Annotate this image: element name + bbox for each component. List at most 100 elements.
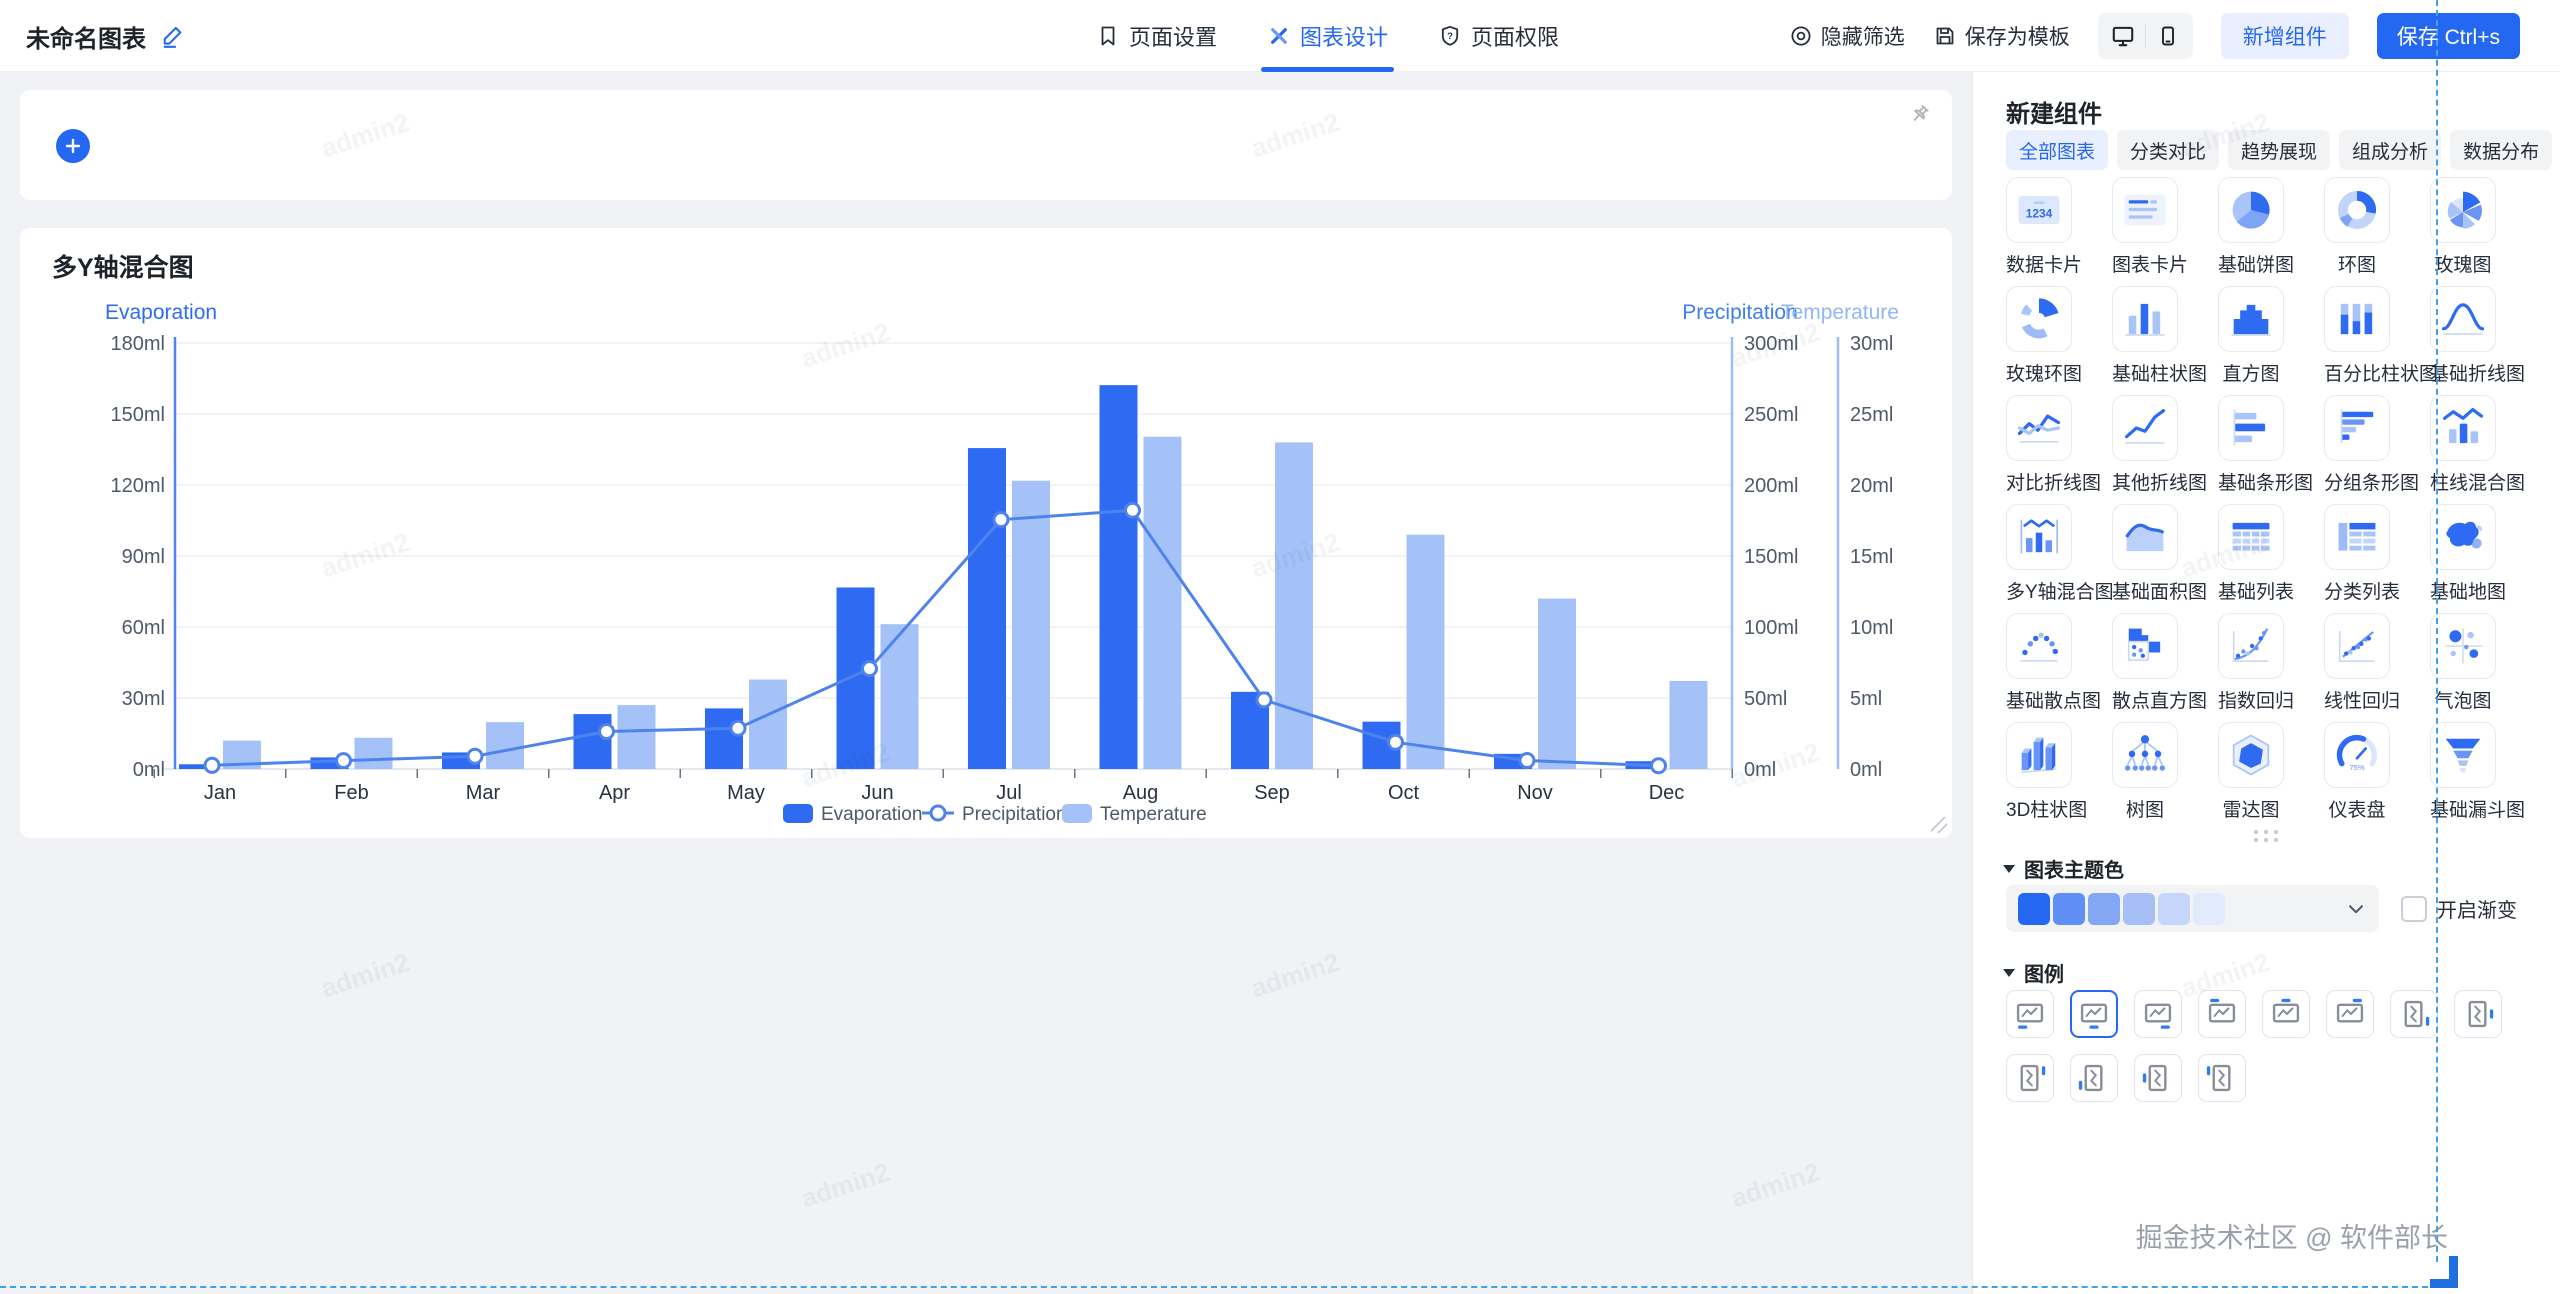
component-label: 基础面积图 bbox=[2112, 582, 2208, 603]
component-exp-regression[interactable]: 指数回归 bbox=[2218, 613, 2294, 713]
component-label: 气泡图 bbox=[2434, 691, 2492, 712]
component-data-card[interactable]: 1234 数据卡片 bbox=[2006, 177, 2082, 277]
component-gauge[interactable]: 75% 仪表盘 bbox=[2324, 722, 2390, 822]
component-scatter[interactable]: 基础散点图 bbox=[2006, 613, 2101, 713]
legend-right-top[interactable] bbox=[2006, 1054, 2054, 1102]
mobile-view-button[interactable] bbox=[2146, 16, 2190, 56]
component-bar[interactable]: 基础柱状图 bbox=[2112, 286, 2207, 386]
component-label: 百分比柱状图 bbox=[2324, 364, 2439, 385]
pin-icon[interactable] bbox=[1908, 102, 1932, 131]
design-icon bbox=[1267, 24, 1291, 48]
component-label: 雷达图 bbox=[2222, 800, 2280, 821]
divider bbox=[2144, 24, 2146, 48]
percent-bar-icon bbox=[2340, 303, 2373, 335]
hide-filter-button[interactable]: 隐藏筛选 bbox=[1789, 21, 1905, 51]
theme-color-swatch-4 bbox=[2158, 892, 2190, 925]
component-radar[interactable]: 雷达图 bbox=[2218, 722, 2284, 822]
component-table-category[interactable]: 分类列表 bbox=[2324, 504, 2400, 604]
legend-left-center[interactable] bbox=[2134, 1054, 2182, 1102]
component-multi-y-mix[interactable]: 多Y轴混合图 bbox=[2006, 504, 2114, 604]
panel-tab-0[interactable]: 全部图表 bbox=[2006, 130, 2109, 170]
tab-page-settings[interactable]: 页面设置 bbox=[1096, 0, 1217, 72]
component-scatter-histogram[interactable]: 散点直方图 bbox=[2112, 613, 2207, 713]
svg-text:200ml: 200ml bbox=[1744, 475, 1798, 497]
component-map[interactable]: 基础地图 bbox=[2430, 504, 2506, 604]
legend-top-left[interactable] bbox=[2198, 990, 2246, 1038]
component-label: 散点直方图 bbox=[2112, 691, 2208, 712]
component-tree[interactable]: 树图 bbox=[2112, 722, 2178, 822]
component-bar-h[interactable]: 基础条形图 bbox=[2218, 395, 2313, 495]
component-percent-bar[interactable]: 百分比柱状图 bbox=[2324, 286, 2438, 386]
theme-section-header[interactable]: 图表主题色 bbox=[2003, 854, 2124, 883]
panel-tab-1[interactable]: 分类对比 bbox=[2117, 130, 2220, 170]
component-rose[interactable]: 玫瑰图 bbox=[2430, 177, 2496, 277]
panel-tab-2[interactable]: 趋势展现 bbox=[2228, 130, 2331, 170]
component-bar-line-mix[interactable]: 柱线混合图 bbox=[2430, 395, 2525, 495]
panel-tab-4[interactable]: 数据分布 bbox=[2450, 130, 2553, 170]
panel-tab-3[interactable]: 组成分析 bbox=[2339, 130, 2442, 170]
edit-title-icon[interactable] bbox=[160, 23, 186, 49]
component-linear-regression[interactable]: 线性回归 bbox=[2324, 613, 2400, 713]
component-pie[interactable]: 基础饼图 bbox=[2218, 177, 2294, 277]
gradient-option: 开启渐变 bbox=[2401, 885, 2517, 932]
component-bar-h-group[interactable]: 分组条形图 bbox=[2324, 395, 2419, 495]
svg-text:50ml: 50ml bbox=[1744, 688, 1787, 710]
tab-chart-design[interactable]: 图表设计 bbox=[1261, 0, 1395, 72]
page-corner-resize-handle[interactable] bbox=[2430, 1256, 2458, 1288]
tab-page-permissions[interactable]: ? 页面权限 bbox=[1438, 0, 1559, 72]
svg-text:30ml: 30ml bbox=[1850, 333, 1893, 355]
add-filter-button[interactable] bbox=[56, 129, 90, 163]
component-histogram[interactable]: 直方图 bbox=[2218, 286, 2284, 386]
add-component-button[interactable]: 新增组件 bbox=[2220, 13, 2349, 59]
legend-right-bottom[interactable] bbox=[2390, 990, 2438, 1038]
svg-text:?: ? bbox=[1447, 31, 1453, 42]
component-rose-donut[interactable]: 玫瑰环图 bbox=[2006, 286, 2082, 386]
gradient-checkbox[interactable] bbox=[2401, 895, 2427, 922]
save-template-button[interactable]: 保存为模板 bbox=[1933, 21, 2070, 51]
gradient-label: 开启渐变 bbox=[2437, 900, 2517, 922]
component-compare-line[interactable]: 对比折线图 bbox=[2006, 395, 2101, 495]
legend-top-center[interactable] bbox=[2262, 990, 2310, 1038]
svg-text:Temperature: Temperature bbox=[1100, 804, 1207, 825]
component-bar-3d[interactable]: 3D柱状图 bbox=[2006, 722, 2087, 822]
theme-color-swatch-0 bbox=[2018, 892, 2050, 925]
legend-left-top[interactable] bbox=[2198, 1054, 2246, 1102]
legend-right-center[interactable] bbox=[2454, 990, 2502, 1038]
other-line-icon bbox=[2124, 409, 2166, 444]
component-area[interactable]: 基础面积图 bbox=[2112, 504, 2207, 604]
gauge-icon: 75% bbox=[2336, 734, 2377, 772]
component-bubble[interactable]: 气泡图 bbox=[2430, 613, 2496, 713]
svg-text:1234: 1234 bbox=[2026, 207, 2053, 221]
save-button[interactable]: 保存 Ctrl+s bbox=[2376, 13, 2520, 59]
component-line[interactable]: 基础折线图 bbox=[2430, 286, 2525, 386]
legend-bottom-right[interactable] bbox=[2134, 990, 2182, 1038]
svg-text:120ml: 120ml bbox=[111, 475, 165, 497]
legend-bottom-center[interactable] bbox=[2070, 990, 2118, 1038]
svg-text:Aug: Aug bbox=[1123, 782, 1159, 804]
watermark-credit: 掘金技术社区 @ 软件部长 bbox=[2135, 1223, 2448, 1253]
topbar: 未命名图表 页面设置 图表设计 ? 页面权限 隐藏筛选 bbox=[0, 0, 2560, 72]
chart-resize-handle[interactable] bbox=[1931, 817, 1947, 833]
component-table[interactable]: 基础列表 bbox=[2218, 504, 2294, 604]
component-funnel[interactable]: 基础漏斗图 bbox=[2430, 722, 2525, 822]
svg-text:150ml: 150ml bbox=[111, 404, 165, 426]
table-category-icon bbox=[2338, 522, 2376, 551]
legend-section-header[interactable]: 图例 bbox=[2003, 958, 2064, 987]
legend-top-right[interactable] bbox=[2326, 990, 2374, 1038]
desktop-view-button[interactable] bbox=[2101, 16, 2145, 56]
legend-bottom-left[interactable] bbox=[2006, 990, 2054, 1038]
component-chart-card[interactable]: 图表卡片 bbox=[2112, 177, 2188, 277]
hide-filter-icon bbox=[1789, 24, 1813, 48]
panel-drag-handle[interactable] bbox=[2253, 830, 2280, 842]
theme-color-swatch-1 bbox=[2053, 892, 2085, 925]
linear-regression-icon bbox=[2338, 630, 2375, 662]
collapse-triangle-icon bbox=[2003, 968, 2015, 977]
chart-widget[interactable]: 多Y轴混合图 0ml 0ml 0ml 30ml 50ml 5ml 60ml 100ml 10ml… bbox=[20, 228, 1952, 838]
component-label: 直方图 bbox=[2222, 364, 2280, 385]
svg-text:Jul: Jul bbox=[996, 782, 1022, 804]
component-donut[interactable]: 环图 bbox=[2324, 177, 2390, 277]
legend-left-bottom[interactable] bbox=[2070, 1054, 2118, 1102]
svg-text:Evaporation: Evaporation bbox=[821, 804, 922, 825]
component-other-line[interactable]: 其他折线图 bbox=[2112, 395, 2207, 495]
theme-color-select[interactable] bbox=[2006, 885, 2379, 932]
